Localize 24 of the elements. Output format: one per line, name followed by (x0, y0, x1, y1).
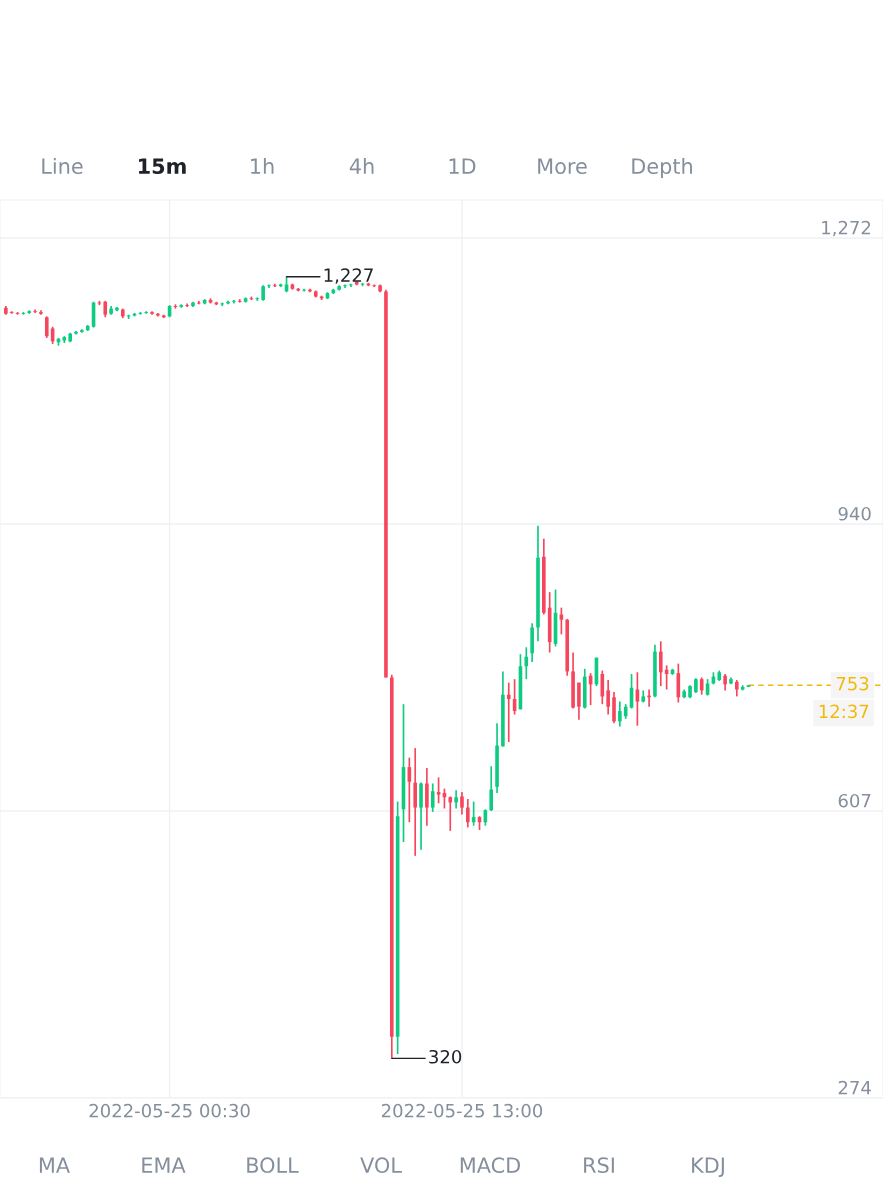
y-tick-label: 940 (838, 506, 871, 521)
text: EMA (142, 1157, 186, 1173)
annotation: 1,227 (324, 268, 373, 284)
annotation: 12:37 (819, 704, 869, 719)
text: 4h (349, 157, 374, 174)
text: Depth (632, 157, 692, 179)
y-tick-label: 607 (838, 793, 871, 808)
text: More (538, 158, 587, 175)
y-tick-label: 1,272 (822, 220, 871, 237)
x-tick-label: 2022-05-25 00:30 (89, 1103, 250, 1118)
text: Line (42, 157, 83, 175)
x-tick-label: 2022-05-25 13:00 (381, 1103, 543, 1118)
ref-line-label: 753 (836, 676, 869, 691)
text: KDJ (692, 1157, 724, 1177)
text: 1h (251, 157, 274, 174)
text: MACD (460, 1157, 520, 1174)
text: BOLL (247, 1157, 299, 1174)
y-tick-label: 274 (838, 1080, 871, 1095)
text: VOL (360, 1157, 402, 1174)
text: MA (39, 1157, 70, 1173)
text: RSI (584, 1157, 614, 1174)
text: 1D (449, 158, 476, 174)
annotation: 320 (429, 1049, 462, 1064)
text: 15m (139, 158, 186, 175)
